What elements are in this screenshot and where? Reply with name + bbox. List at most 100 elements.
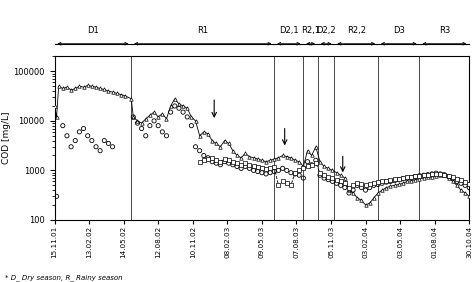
PL — [221, 159, 228, 164]
PL — [366, 185, 374, 190]
PL — [155, 124, 162, 128]
PL — [337, 183, 345, 188]
PL — [233, 164, 241, 169]
OC — [143, 117, 148, 120]
PL — [399, 177, 407, 181]
PL — [465, 185, 473, 190]
PL — [383, 180, 390, 184]
PL — [416, 173, 423, 178]
PL — [167, 110, 174, 114]
PL — [183, 115, 191, 119]
PL — [283, 168, 291, 173]
PL — [88, 138, 96, 143]
PL — [246, 166, 253, 171]
PL — [308, 162, 315, 167]
OC — [242, 152, 248, 155]
PL — [76, 130, 83, 134]
PL — [150, 119, 158, 123]
Text: R2,1: R2,1 — [301, 26, 320, 35]
PL — [96, 148, 104, 153]
Text: * D_ Dry season, R_ Rainy season: * D_ Dry season, R_ Rainy season — [5, 274, 122, 281]
PL — [241, 164, 249, 169]
PL — [72, 138, 79, 143]
PL — [345, 191, 353, 195]
PL — [142, 133, 149, 138]
PL — [138, 126, 146, 131]
PL — [179, 110, 187, 114]
PL — [449, 176, 456, 180]
PL — [440, 172, 448, 177]
PL — [67, 144, 75, 149]
OC — [130, 115, 136, 119]
PL — [354, 183, 361, 188]
SL-1 — [210, 156, 215, 159]
PL — [279, 166, 286, 171]
PL — [395, 177, 402, 182]
PL — [300, 176, 307, 180]
PL — [196, 148, 203, 153]
PL — [428, 172, 436, 176]
OC — [417, 177, 422, 180]
PL — [258, 170, 265, 175]
PL — [134, 121, 141, 125]
PL — [171, 104, 179, 108]
PL — [370, 183, 378, 188]
PL — [324, 177, 332, 182]
PL — [420, 173, 428, 177]
PL — [312, 158, 319, 162]
PL — [262, 172, 270, 176]
PL — [295, 173, 303, 177]
SL-1 — [317, 171, 323, 174]
PL — [341, 185, 348, 190]
PL — [53, 194, 60, 199]
OC — [52, 104, 57, 108]
SL-1 — [466, 182, 472, 186]
PL — [378, 181, 386, 186]
PL — [287, 170, 295, 175]
PL — [254, 169, 262, 174]
PL — [109, 144, 117, 149]
PL — [92, 144, 100, 149]
Text: D1: D1 — [87, 26, 99, 35]
SL-1 — [321, 173, 327, 177]
PL — [163, 133, 170, 138]
Text: D2,2: D2,2 — [316, 26, 336, 35]
OC — [466, 195, 472, 198]
PL — [407, 175, 415, 180]
PL — [59, 124, 66, 128]
PL — [271, 169, 278, 174]
Line: SL-1: SL-1 — [198, 156, 471, 190]
PL — [349, 188, 357, 192]
PL — [411, 174, 419, 179]
PL — [237, 166, 245, 171]
Text: D3: D3 — [393, 26, 405, 35]
PL — [84, 133, 91, 138]
PL — [457, 181, 465, 186]
PL — [191, 144, 200, 149]
PL — [291, 172, 299, 176]
PL — [188, 124, 195, 128]
PL — [212, 161, 220, 166]
PL — [362, 188, 369, 192]
PL — [437, 172, 444, 176]
PL — [217, 162, 224, 167]
PL — [209, 159, 216, 164]
SL-1 — [284, 182, 290, 185]
PL — [403, 176, 411, 180]
PL — [250, 168, 257, 173]
SL-1 — [346, 186, 352, 189]
PL — [105, 141, 112, 146]
PL — [374, 182, 382, 187]
OC — [383, 186, 389, 189]
PL — [200, 153, 208, 158]
PL — [175, 106, 182, 111]
OC — [346, 188, 352, 192]
PL — [357, 185, 365, 190]
PL — [146, 124, 154, 128]
PL — [129, 115, 137, 119]
PL — [453, 179, 461, 184]
PL — [445, 174, 452, 179]
Text: R2,2: R2,2 — [347, 26, 366, 35]
PL — [225, 161, 232, 166]
SL-1 — [222, 157, 228, 161]
